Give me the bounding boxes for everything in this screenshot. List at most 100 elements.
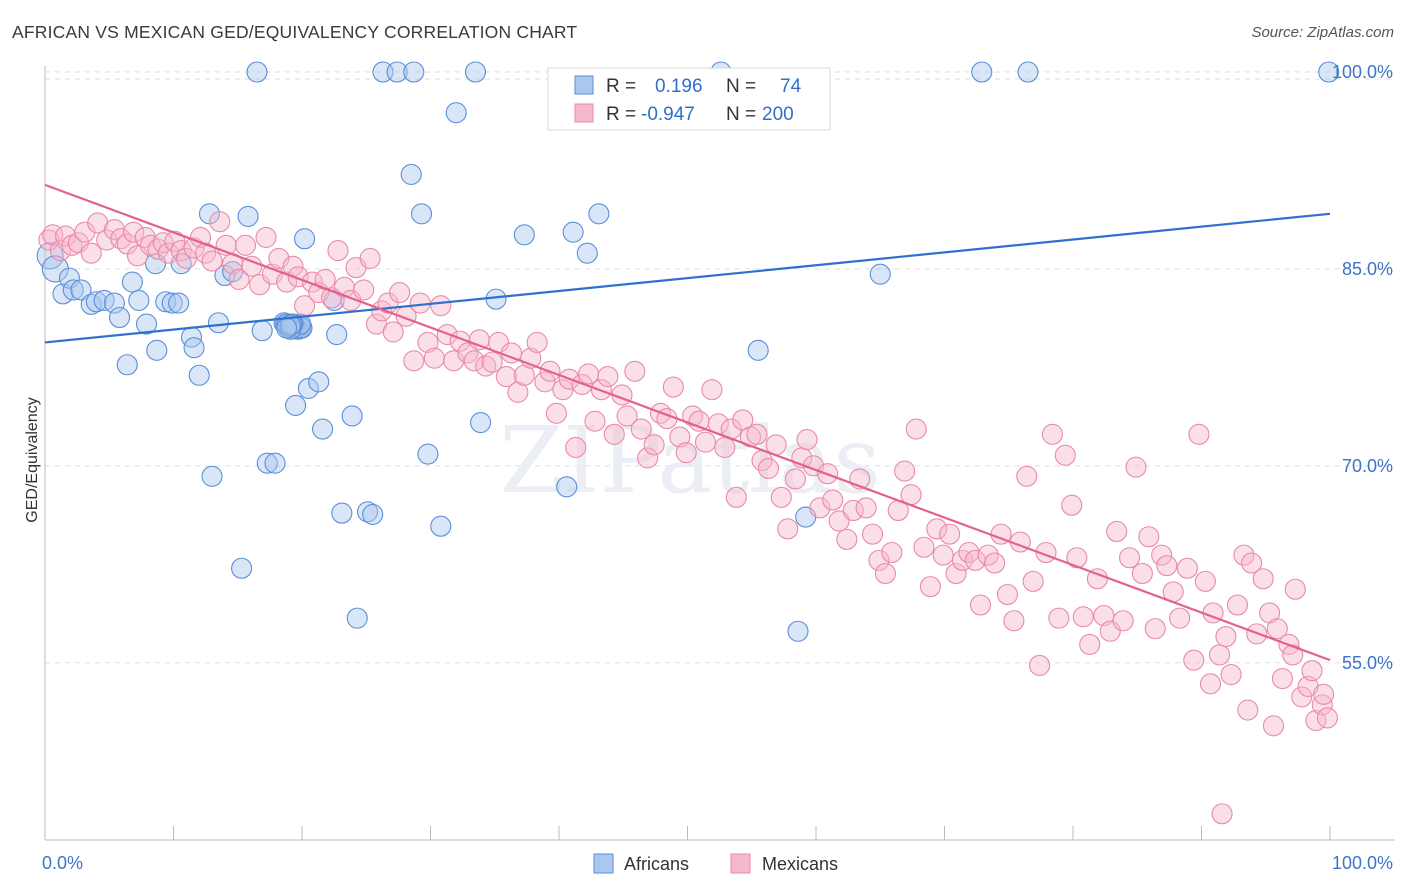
point-mexicans: [828, 510, 850, 532]
point-mexicans: [1144, 618, 1166, 640]
point-mexicans: [87, 212, 109, 234]
point-africans: [116, 354, 138, 376]
point-mexicans: [234, 234, 257, 256]
point-mexicans: [1106, 520, 1128, 543]
point-mexicans: [152, 232, 174, 254]
point-mexicans: [1151, 544, 1173, 566]
point-mexicans: [1125, 456, 1147, 478]
legend-swatch-mexicans: [574, 103, 594, 123]
point-africans: [513, 224, 535, 246]
tick-labels: 100.0% 85.0% 70.0% 55.0% 0.0% 100.0%: [42, 62, 1393, 873]
point-africans: [869, 263, 891, 285]
point-mexicans: [1211, 803, 1233, 825]
point-mexicans: [777, 518, 799, 540]
point-mexicans: [603, 423, 625, 445]
point-mexicans: [1233, 544, 1255, 566]
x-tick-label: 100.0%: [1332, 853, 1393, 873]
point-africans: [41, 255, 69, 283]
point-mexicans: [359, 247, 381, 269]
point-africans: [341, 405, 363, 427]
point-africans: [556, 476, 578, 498]
point-mexicans: [1220, 664, 1242, 686]
point-africans: [183, 337, 205, 359]
point-mexicans: [565, 436, 587, 459]
trend-lines: [44, 183, 1331, 662]
point-mexicans: [822, 489, 844, 511]
point-mexicans: [1029, 654, 1051, 676]
point-africans: [430, 515, 452, 537]
point-mexicans: [382, 321, 404, 343]
point-mexicans: [932, 544, 954, 566]
point-africans: [201, 465, 223, 487]
legend-box: [547, 67, 831, 131]
legend-r-value-mexicans: -0.947: [641, 104, 695, 125]
point-mexicans: [430, 295, 452, 317]
point-mexicans: [1266, 618, 1288, 640]
point-mexicans: [1079, 633, 1101, 655]
point-mexicans: [919, 576, 941, 598]
point-mexicans: [1199, 673, 1222, 695]
point-mexicans: [662, 376, 684, 398]
point-africans: [403, 61, 425, 83]
legend-bottom-label-mexicans: Mexicans: [762, 854, 838, 874]
point-mexicans: [1016, 465, 1038, 487]
point-mexicans: [1176, 557, 1198, 579]
point-africans: [576, 242, 598, 264]
point-mexicans: [861, 523, 884, 545]
point-mexicans: [201, 250, 223, 272]
point-africans: [588, 203, 610, 225]
point-mexicans: [746, 423, 768, 445]
legend-n-value-mexicans: 200: [762, 104, 794, 125]
point-mexicans: [1271, 667, 1294, 690]
point-mexicans: [80, 242, 102, 264]
point-mexicans: [1138, 526, 1160, 548]
point-mexicans: [1112, 610, 1134, 632]
point-africans: [264, 452, 286, 474]
point-mexicans: [1301, 660, 1323, 682]
point-mexicans: [123, 221, 145, 243]
point-mexicans: [1041, 423, 1063, 445]
point-mexicans: [694, 431, 717, 453]
point-africans: [400, 163, 422, 185]
point-mexicans: [1284, 578, 1306, 600]
y-tick-label: 100.0%: [1332, 62, 1393, 82]
point-africans: [121, 271, 143, 293]
point-mexicans: [1282, 644, 1304, 666]
point-mexicans: [1066, 547, 1088, 569]
point-mexicans: [545, 402, 567, 424]
point-mexicans: [770, 486, 792, 508]
point-mexicans: [584, 410, 606, 432]
point-mexicans: [228, 268, 250, 290]
point-mexicans: [1131, 562, 1153, 585]
point-mexicans: [423, 347, 445, 369]
point-africans: [485, 288, 507, 310]
point-africans: [464, 61, 487, 83]
point-africans: [747, 339, 769, 361]
point-africans: [1017, 61, 1039, 83]
point-mexicans: [1313, 683, 1335, 705]
point-mexicans: [1311, 694, 1333, 716]
point-mexicans: [757, 457, 780, 480]
legend-n-label-africans: N =: [726, 76, 756, 97]
point-africans: [146, 339, 168, 361]
point-africans: [346, 607, 368, 629]
point-mexicans: [725, 486, 747, 508]
point-mexicans: [1022, 570, 1044, 592]
point-mexicans: [1188, 423, 1210, 445]
point-africans: [161, 292, 183, 314]
point-mexicans: [353, 279, 375, 301]
point-africans: [93, 289, 115, 311]
point-mexicans: [1054, 444, 1076, 466]
point-mexicans: [868, 549, 890, 571]
point-mexicans: [241, 255, 263, 277]
point-mexicans: [842, 499, 864, 522]
point-mexicans: [874, 562, 896, 585]
point-africans: [971, 61, 993, 83]
point-africans: [410, 203, 433, 225]
legend-series: Africans Mexicans: [593, 853, 838, 874]
point-mexicans: [1262, 715, 1285, 737]
point-mexicans: [526, 331, 548, 353]
point-africans: [108, 306, 131, 329]
point-mexicans: [637, 447, 659, 469]
point-mexicans: [468, 329, 490, 351]
